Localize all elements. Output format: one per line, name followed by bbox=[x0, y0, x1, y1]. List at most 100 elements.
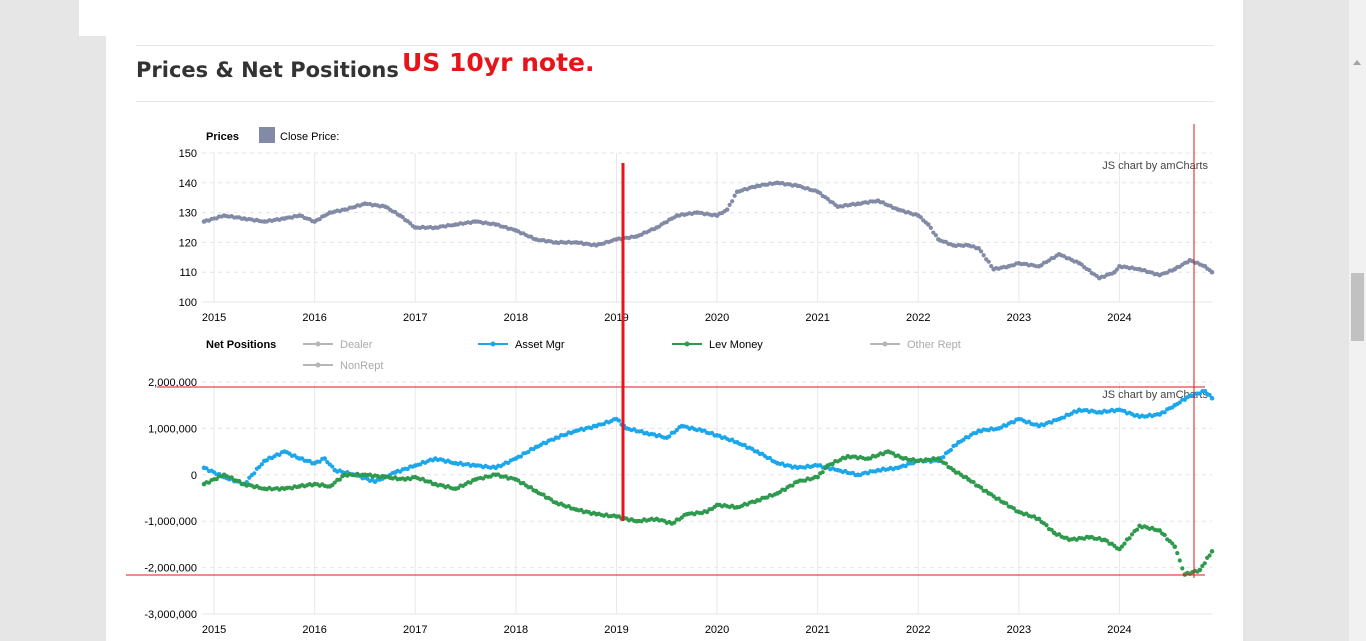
net-point bbox=[277, 452, 282, 457]
legend-item-lev-money[interactable]: Lev Money bbox=[672, 339, 763, 351]
legend-marker-dot bbox=[315, 341, 321, 347]
net-point[interactable] bbox=[1036, 516, 1042, 522]
price-x-axis: 2015 2016 2017 2018 2019 2020 2021 2022 2023 2024 bbox=[202, 312, 1132, 324]
net-x-tick-label: 2021 bbox=[805, 624, 829, 636]
net-point bbox=[961, 437, 966, 442]
net-point bbox=[891, 451, 896, 456]
scroll-up-icon[interactable] bbox=[1353, 60, 1361, 65]
price-x-tick-label: 2020 bbox=[705, 312, 729, 324]
net-point bbox=[317, 459, 322, 464]
net-point[interactable] bbox=[1209, 395, 1215, 401]
price-y-tick-label: 140 bbox=[179, 178, 197, 190]
credit-label[interactable]: JS chart by amCharts bbox=[1102, 160, 1208, 172]
markup-lines bbox=[126, 124, 1205, 578]
net-point bbox=[790, 483, 795, 488]
net-point[interactable] bbox=[1172, 544, 1178, 550]
legend-item-other-rept[interactable]: Other Rept bbox=[870, 339, 961, 351]
net-point bbox=[1062, 415, 1067, 420]
net-point bbox=[1119, 544, 1125, 549]
price-point[interactable] bbox=[926, 222, 931, 227]
divider-top bbox=[136, 45, 1214, 46]
legend-label[interactable]: NonRept bbox=[340, 360, 383, 372]
net-point bbox=[252, 471, 257, 476]
net-point[interactable] bbox=[815, 474, 820, 480]
legend-label[interactable]: Lev Money bbox=[709, 339, 763, 351]
legend-label-close-price[interactable]: Close Price: bbox=[280, 131, 339, 143]
net-point bbox=[1044, 523, 1049, 528]
net-point bbox=[1127, 536, 1132, 541]
net-legend: Dealer Asset Mgr Lev Money Other Rept NonRep… bbox=[303, 339, 961, 372]
net-point bbox=[1162, 410, 1167, 415]
price-point bbox=[732, 193, 737, 198]
net-point bbox=[214, 476, 219, 482]
net-point bbox=[257, 464, 262, 470]
legend-item-nonrept[interactable]: NonRept bbox=[303, 360, 383, 372]
legend-item-asset-mgr[interactable]: Asset Mgr bbox=[478, 339, 565, 351]
net-point bbox=[1175, 550, 1180, 556]
net-y-tick-label: -1,000,000 bbox=[144, 516, 197, 528]
net-point bbox=[1134, 527, 1140, 532]
section-title: Prices & Net Positions bbox=[136, 58, 399, 82]
net-point bbox=[229, 475, 234, 480]
net-point bbox=[548, 497, 554, 502]
net-point bbox=[206, 480, 212, 485]
net-y-tick-label: 0 bbox=[191, 470, 197, 482]
net-point bbox=[1004, 501, 1009, 506]
legend-marker-dot bbox=[490, 341, 496, 347]
net-point bbox=[971, 479, 976, 485]
net-point bbox=[742, 442, 747, 448]
net-point bbox=[943, 461, 949, 466]
net-point bbox=[966, 435, 971, 440]
net-point[interactable] bbox=[1209, 549, 1215, 554]
price-y-tick-label: 120 bbox=[179, 237, 197, 249]
price-y-axis: 150 140 130 120 110 100 bbox=[179, 148, 197, 309]
legend-item-dealer[interactable]: Dealer bbox=[303, 339, 373, 351]
net-point bbox=[820, 470, 825, 475]
price-chart: Prices Close Price: 150 140 130 120 110 100 2… bbox=[179, 127, 1215, 324]
price-x-tick-label: 2021 bbox=[805, 312, 829, 324]
net-x-tick-label: 2023 bbox=[1007, 624, 1031, 636]
net-point bbox=[953, 443, 959, 448]
net-point bbox=[667, 434, 672, 439]
net-point bbox=[526, 449, 531, 454]
net-point bbox=[337, 477, 342, 482]
net-x-tick-label: 2020 bbox=[705, 624, 729, 636]
price-point bbox=[981, 253, 986, 258]
price-point bbox=[1079, 262, 1084, 267]
net-point bbox=[516, 478, 521, 483]
net-point bbox=[1031, 514, 1037, 519]
net-y-axis: 2,000,000 1,000,000 0 -1,000,000 -2,000,000 -… bbox=[144, 377, 197, 621]
legend-label[interactable]: Asset Mgr bbox=[515, 339, 565, 351]
net-x-axis: 2015 2016 2017 2018 2019 2020 2021 2022 2023 2024 bbox=[202, 624, 1132, 636]
price-x-tick-label: 2023 bbox=[1007, 312, 1031, 324]
price-point[interactable] bbox=[1209, 269, 1215, 275]
net-point bbox=[541, 492, 546, 497]
price-point bbox=[727, 202, 732, 207]
net-point bbox=[1011, 506, 1016, 511]
price-point[interactable] bbox=[724, 207, 730, 212]
net-point bbox=[979, 485, 984, 490]
net-point bbox=[1049, 527, 1054, 532]
net-point[interactable] bbox=[1197, 567, 1203, 573]
net-point bbox=[204, 466, 209, 471]
net-point bbox=[1207, 553, 1212, 558]
price-chart-title: Prices bbox=[206, 131, 239, 143]
price-point[interactable] bbox=[976, 246, 981, 251]
price-point bbox=[1039, 263, 1044, 268]
price-x-tick-label: 2024 bbox=[1107, 312, 1131, 324]
legend-marker-dot bbox=[882, 341, 888, 347]
price-point bbox=[918, 215, 923, 220]
legend-label[interactable]: Dealer bbox=[340, 339, 373, 351]
net-point bbox=[1207, 392, 1212, 398]
net-point bbox=[1162, 532, 1167, 538]
legend-swatch-close-price[interactable] bbox=[259, 127, 275, 143]
price-series-close-price- bbox=[201, 180, 1215, 281]
legend-label[interactable]: Other Rept bbox=[907, 339, 961, 351]
net-point bbox=[830, 461, 835, 466]
price-y-tick-label: 100 bbox=[179, 297, 197, 309]
net-point[interactable] bbox=[1157, 528, 1162, 533]
price-y-tick-label: 150 bbox=[179, 148, 197, 160]
net-point[interactable] bbox=[322, 456, 328, 461]
net-point bbox=[455, 486, 461, 491]
scrollbar-thumb[interactable] bbox=[1351, 273, 1364, 341]
